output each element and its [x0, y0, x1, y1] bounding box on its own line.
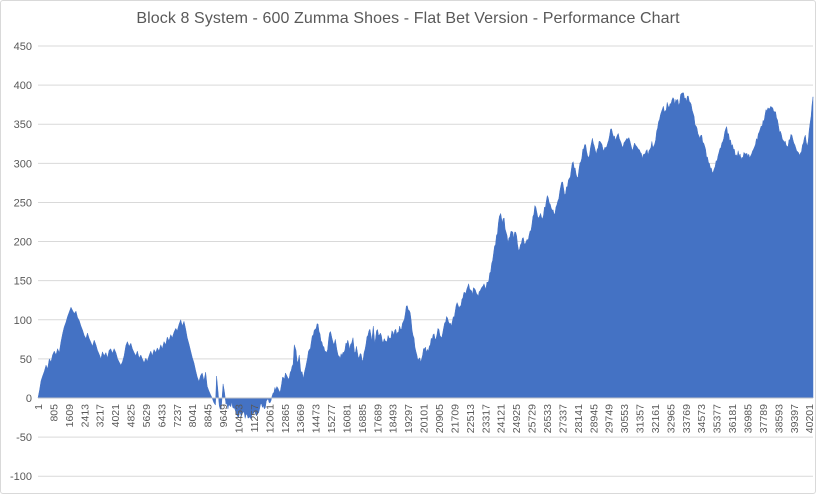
svg-text:40201: 40201: [804, 404, 816, 433]
svg-text:20101: 20101: [419, 404, 431, 433]
svg-text:33769: 33769: [681, 404, 693, 433]
svg-text:24121: 24121: [496, 404, 508, 433]
svg-text:24925: 24925: [511, 404, 523, 433]
y-axis-labels: 450 400 350 300 250 200 150 100 50 0 -50 -100: [10, 41, 32, 483]
x-axis-labels: 1 805 1609 2413 3217 4021 4825 5629 6433 7237 8041…: [33, 404, 816, 433]
svg-text:150: 150: [14, 276, 32, 288]
svg-text:22513: 22513: [465, 404, 477, 433]
svg-text:13669: 13669: [295, 404, 307, 433]
svg-text:-100: -100: [10, 471, 32, 483]
svg-text:16885: 16885: [357, 404, 369, 433]
svg-text:2413: 2413: [79, 404, 91, 428]
svg-text:37789: 37789: [758, 404, 770, 433]
area-series: [37, 92, 814, 420]
svg-text:300: 300: [14, 158, 32, 170]
svg-text:36181: 36181: [727, 404, 739, 433]
svg-text:19297: 19297: [403, 404, 415, 433]
svg-text:0: 0: [26, 393, 32, 405]
svg-text:34573: 34573: [696, 404, 708, 433]
svg-text:5629: 5629: [141, 404, 153, 428]
chart-title: Block 8 System - 600 Zumma Shoes - Flat …: [136, 10, 680, 27]
svg-text:30553: 30553: [619, 404, 631, 433]
svg-text:14473: 14473: [311, 404, 323, 433]
svg-text:4825: 4825: [126, 404, 138, 428]
svg-text:350: 350: [14, 119, 32, 131]
svg-text:200: 200: [14, 237, 32, 249]
svg-text:7237: 7237: [172, 404, 184, 428]
svg-text:10453: 10453: [234, 404, 246, 433]
svg-text:3217: 3217: [95, 404, 107, 428]
svg-text:11257: 11257: [249, 404, 261, 433]
svg-text:27337: 27337: [557, 404, 569, 433]
svg-text:28945: 28945: [588, 404, 600, 433]
svg-text:21709: 21709: [449, 404, 461, 433]
svg-text:18493: 18493: [388, 404, 400, 433]
svg-text:26533: 26533: [542, 404, 554, 433]
svg-text:8041: 8041: [187, 404, 199, 428]
svg-text:16081: 16081: [341, 404, 353, 433]
svg-text:9649: 9649: [218, 404, 230, 428]
svg-text:28141: 28141: [573, 404, 585, 433]
svg-text:39397: 39397: [789, 404, 801, 433]
svg-text:12865: 12865: [280, 404, 292, 433]
svg-text:450: 450: [14, 41, 32, 53]
svg-text:50: 50: [20, 354, 32, 366]
svg-text:-50: -50: [16, 432, 32, 444]
svg-text:20905: 20905: [434, 404, 446, 433]
svg-text:25729: 25729: [527, 404, 539, 433]
svg-text:15277: 15277: [326, 404, 338, 433]
svg-text:805: 805: [48, 404, 60, 422]
svg-text:32161: 32161: [650, 404, 662, 433]
svg-text:250: 250: [14, 197, 32, 209]
svg-text:31357: 31357: [635, 404, 647, 433]
svg-text:36985: 36985: [742, 404, 754, 433]
svg-text:32965: 32965: [665, 404, 677, 433]
svg-text:4021: 4021: [110, 404, 122, 428]
svg-text:12061: 12061: [264, 404, 276, 433]
svg-text:29749: 29749: [604, 404, 616, 433]
svg-text:8845: 8845: [203, 404, 215, 428]
svg-text:6433: 6433: [156, 404, 168, 428]
svg-text:400: 400: [14, 80, 32, 92]
svg-text:23317: 23317: [480, 404, 492, 433]
svg-text:38593: 38593: [773, 404, 785, 433]
svg-text:35377: 35377: [712, 404, 724, 433]
svg-text:17689: 17689: [372, 404, 384, 433]
svg-text:100: 100: [14, 315, 32, 327]
svg-text:1609: 1609: [64, 404, 76, 428]
svg-text:1: 1: [33, 404, 45, 410]
